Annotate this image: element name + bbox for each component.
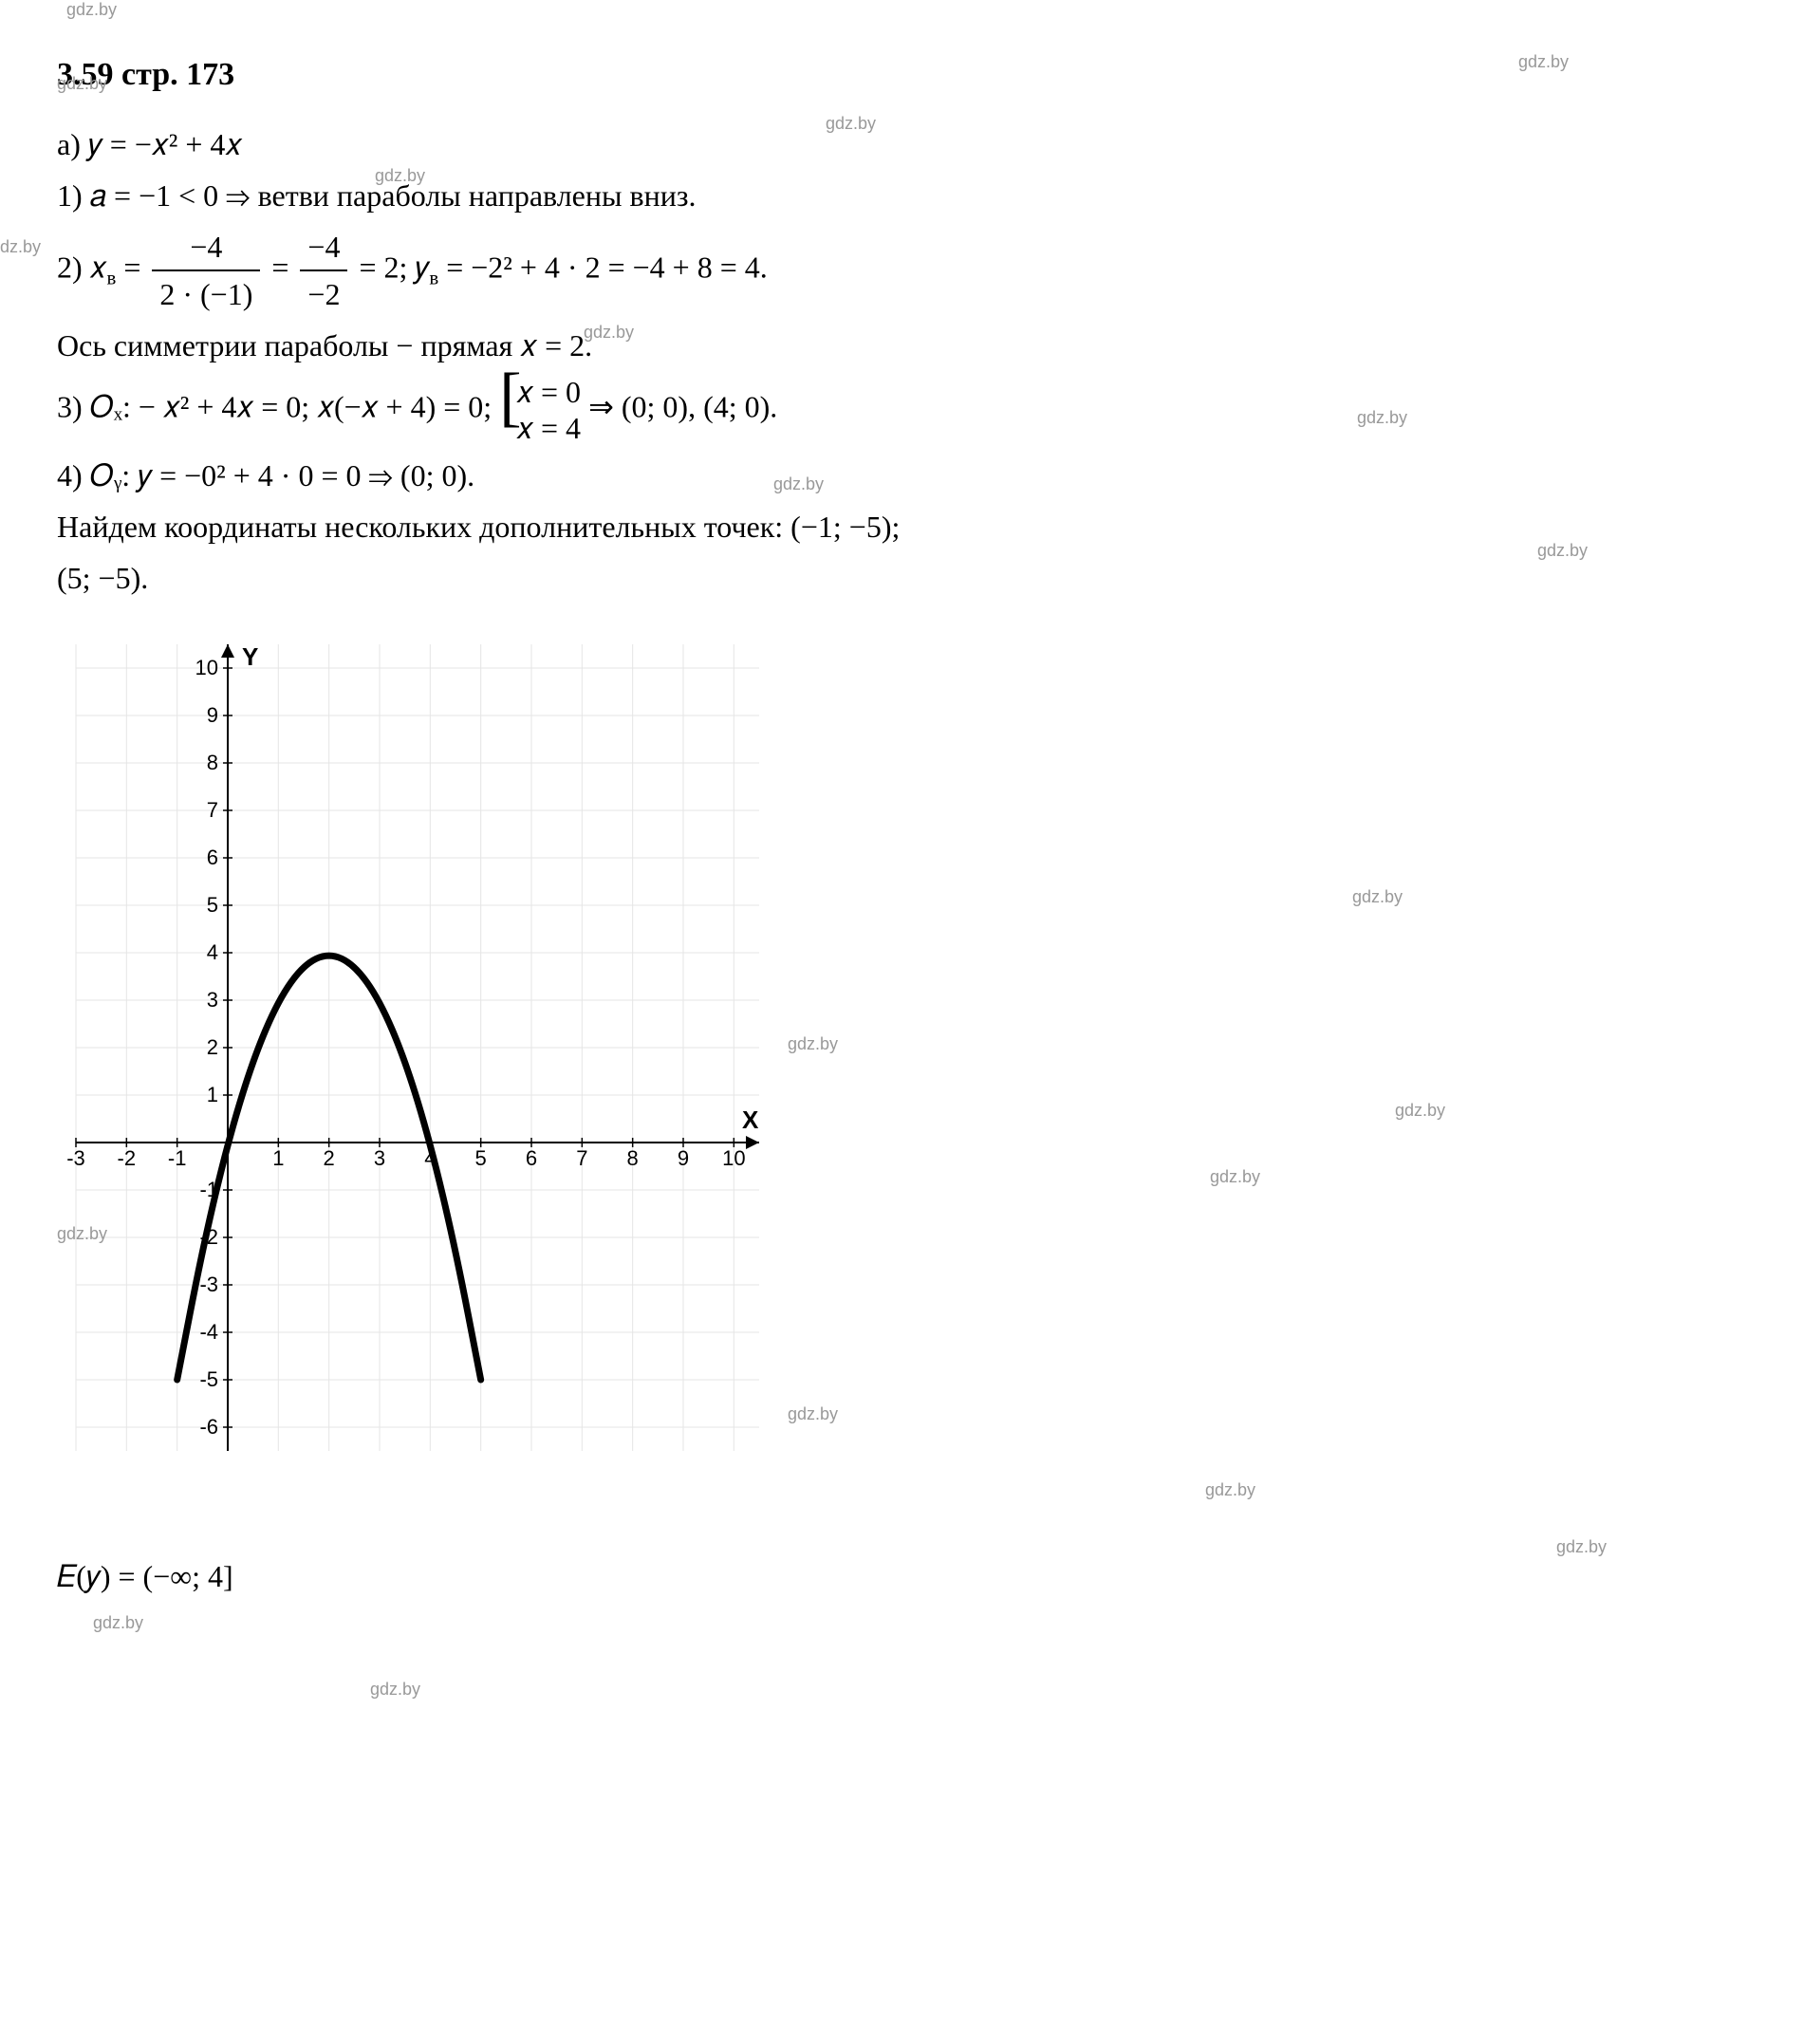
svg-text:X: X <box>742 1106 759 1134</box>
svg-text:2: 2 <box>324 1146 335 1170</box>
watermark-text: gdz.by <box>0 237 41 257</box>
text-fragment: ⇒ (0; 0), (4; 0). <box>588 390 777 424</box>
final-answer: 𝐸(𝑦) = (−∞; 4] <box>57 1553 1746 1599</box>
svg-text:10: 10 <box>722 1146 745 1170</box>
fraction: −4 2 · (−1) <box>152 224 260 317</box>
line-3: 3) 𝑂ₓ: − 𝑥² + 4𝑥 = 0; 𝑥(−𝑥 + 4) = 0; 𝑥 =… <box>57 374 1746 447</box>
watermark-text: gdz.by <box>370 1680 420 1700</box>
svg-text:-3: -3 <box>66 1146 85 1170</box>
svg-text:8: 8 <box>627 1146 639 1170</box>
svg-text:1: 1 <box>207 1083 218 1106</box>
text-fragment: = <box>271 250 296 284</box>
watermark-text: gdz.by <box>773 474 824 494</box>
svg-text:6: 6 <box>207 845 218 869</box>
case-a: 𝑥 = 0 <box>516 374 581 410</box>
svg-text:3: 3 <box>374 1146 385 1170</box>
svg-text:5: 5 <box>475 1146 487 1170</box>
svg-text:5: 5 <box>207 893 218 917</box>
text-fragment: = −2² + 4 · 2 = −4 + 8 = 4. <box>438 250 768 284</box>
text-fragment: = <box>116 250 148 284</box>
bracket-cases: 𝑥 = 0 𝑥 = 4 <box>499 374 581 447</box>
line-1: 1) 𝑎 = −1 < 0 ⇒ ветви параболы направлен… <box>57 173 1746 218</box>
line-4: 4) 𝑂ᵧ: 𝑦 = −0² + 4 · 0 = 0 ⇒ (0; 0). <box>57 453 1746 498</box>
watermark-text: gdz.by <box>1518 52 1569 72</box>
watermark-text: gdz.by <box>57 74 107 94</box>
watermark-text: gdz.by <box>584 323 634 343</box>
svg-text:8: 8 <box>207 751 218 774</box>
problem-heading: 3.59 стр. 173 <box>57 57 1746 93</box>
line-symmetry: Ось симметрии параболы − прямая 𝑥 = 2. <box>57 323 1746 368</box>
svg-text:Y: Y <box>242 642 258 671</box>
subscript: в <box>429 268 438 289</box>
svg-text:3: 3 <box>207 988 218 1012</box>
svg-text:-5: -5 <box>199 1367 218 1391</box>
watermark-text: gdz.by <box>1357 408 1407 428</box>
parabola-chart: -3-2-112345678910-6-5-4-3-2-112345678910… <box>57 625 778 1477</box>
svg-text:6: 6 <box>526 1146 537 1170</box>
watermark-text: gdz.by <box>1556 1537 1607 1557</box>
svg-text:7: 7 <box>576 1146 587 1170</box>
svg-text:-3: -3 <box>199 1273 218 1296</box>
numerator: −4 <box>152 224 260 271</box>
svg-text:7: 7 <box>207 798 218 822</box>
watermark-text: gdz.by <box>93 1613 143 1633</box>
numerator: −4 <box>300 224 347 271</box>
watermark-text: gdz.by <box>788 1034 838 1054</box>
svg-text:9: 9 <box>207 703 218 727</box>
watermark-text: gdz.by <box>57 1224 107 1244</box>
subscript: в <box>106 268 116 289</box>
denominator: −2 <box>300 271 347 317</box>
svg-text:9: 9 <box>678 1146 689 1170</box>
svg-text:-4: -4 <box>199 1320 218 1344</box>
svg-text:1: 1 <box>272 1146 284 1170</box>
chart-svg: -3-2-112345678910-6-5-4-3-2-112345678910… <box>66 635 769 1460</box>
svg-text:-6: -6 <box>199 1415 218 1439</box>
watermark-text: gdz.by <box>788 1404 838 1424</box>
svg-text:4: 4 <box>207 940 218 964</box>
line-2: 2) 𝑥в = −4 2 · (−1) = −4 −2 = 2; 𝑦в = −2… <box>57 224 1746 317</box>
text-fragment: 3) 𝑂ₓ: − 𝑥² + 4𝑥 = 0; 𝑥(−𝑥 + 4) = 0; <box>57 390 499 424</box>
watermark-text: gdz.by <box>1395 1101 1445 1121</box>
fraction: −4 −2 <box>300 224 347 317</box>
denominator: 2 · (−1) <box>152 271 260 317</box>
svg-text:-2: -2 <box>118 1146 137 1170</box>
text-fragment: = 2; 𝑦 <box>359 250 429 284</box>
svg-text:-1: -1 <box>168 1146 187 1170</box>
text-fragment: 2) 𝑥 <box>57 250 106 284</box>
watermark-text: gdz.by <box>66 0 117 20</box>
watermark-text: gdz.by <box>1537 541 1588 561</box>
svg-text:10: 10 <box>195 656 218 679</box>
line-extra: Найдем координаты нескольких дополнитель… <box>57 504 1746 549</box>
watermark-text: gdz.by <box>375 166 425 186</box>
watermark-text: gdz.by <box>1205 1480 1255 1500</box>
svg-text:2: 2 <box>207 1035 218 1059</box>
watermark-text: gdz.by <box>826 114 876 134</box>
line-a: а) 𝑦 = −𝑥² + 4𝑥 <box>57 121 1746 167</box>
case-b: 𝑥 = 4 <box>516 410 581 446</box>
watermark-text: gdz.by <box>1210 1167 1260 1187</box>
line-extra2: (5; −5). <box>57 555 1746 601</box>
watermark-text: gdz.by <box>1352 887 1403 907</box>
